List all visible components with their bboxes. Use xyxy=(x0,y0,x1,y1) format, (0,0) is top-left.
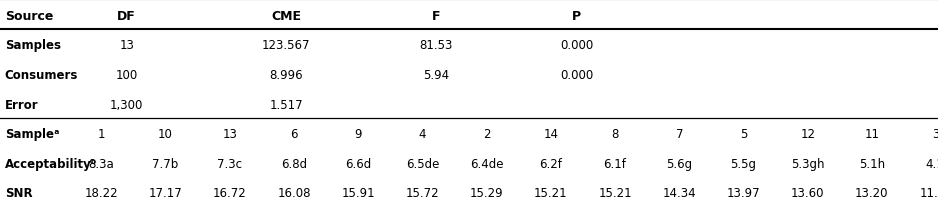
Text: Samples: Samples xyxy=(5,39,61,52)
Text: Sampleᵃ: Sampleᵃ xyxy=(5,128,59,141)
Text: P: P xyxy=(572,10,582,23)
Text: 6.1f: 6.1f xyxy=(603,158,627,171)
Text: 13.20: 13.20 xyxy=(855,187,888,200)
Text: 1,300: 1,300 xyxy=(110,99,144,112)
Text: 16.08: 16.08 xyxy=(278,187,310,200)
Text: 8: 8 xyxy=(612,128,619,141)
Text: 6.8d: 6.8d xyxy=(280,158,307,171)
Text: 14.34: 14.34 xyxy=(662,187,696,200)
Text: 13: 13 xyxy=(119,39,134,52)
Text: CME: CME xyxy=(271,10,301,23)
Text: 10: 10 xyxy=(159,128,173,141)
Text: Acceptabilityᵇ: Acceptabilityᵇ xyxy=(5,158,97,171)
Text: 5.6g: 5.6g xyxy=(666,158,692,171)
Text: 6.4de: 6.4de xyxy=(470,158,504,171)
Text: 0.000: 0.000 xyxy=(560,39,594,52)
Text: 8.996: 8.996 xyxy=(269,69,303,82)
Text: Source: Source xyxy=(5,10,53,23)
Text: 5.5g: 5.5g xyxy=(731,158,756,171)
Text: 4: 4 xyxy=(418,128,426,141)
Text: 6.5de: 6.5de xyxy=(406,158,439,171)
Text: 8.3a: 8.3a xyxy=(88,158,114,171)
Text: 13: 13 xyxy=(222,128,237,141)
Text: 0.000: 0.000 xyxy=(560,69,594,82)
Text: 3: 3 xyxy=(932,128,938,141)
Text: F: F xyxy=(431,10,441,23)
Text: 6.6d: 6.6d xyxy=(345,158,371,171)
Text: 5.1h: 5.1h xyxy=(859,158,885,171)
Text: 81.53: 81.53 xyxy=(419,39,453,52)
Text: 2: 2 xyxy=(483,128,491,141)
Text: 17.17: 17.17 xyxy=(148,187,182,200)
Text: 7.3c: 7.3c xyxy=(218,158,242,171)
Text: 12: 12 xyxy=(800,128,815,141)
Text: 1: 1 xyxy=(98,128,105,141)
Text: 11: 11 xyxy=(865,128,880,141)
Text: 11.34: 11.34 xyxy=(919,187,938,200)
Text: Consumers: Consumers xyxy=(5,69,78,82)
Text: 7: 7 xyxy=(675,128,683,141)
Text: 123.567: 123.567 xyxy=(262,39,310,52)
Text: 5.3gh: 5.3gh xyxy=(791,158,825,171)
Text: 4.1i: 4.1i xyxy=(925,158,938,171)
Text: 15.72: 15.72 xyxy=(405,187,439,200)
Text: 6.2f: 6.2f xyxy=(539,158,562,171)
Text: 5: 5 xyxy=(740,128,748,141)
Text: 9: 9 xyxy=(355,128,362,141)
Text: 15.21: 15.21 xyxy=(534,187,567,200)
Text: 15.91: 15.91 xyxy=(341,187,375,200)
Text: SNR: SNR xyxy=(5,187,32,200)
Text: 13.97: 13.97 xyxy=(727,187,761,200)
Text: 100: 100 xyxy=(115,69,138,82)
Text: 14: 14 xyxy=(543,128,558,141)
Text: 13.60: 13.60 xyxy=(791,187,825,200)
Text: 16.72: 16.72 xyxy=(213,187,247,200)
Text: 5.94: 5.94 xyxy=(423,69,449,82)
Text: 15.21: 15.21 xyxy=(598,187,632,200)
Text: DF: DF xyxy=(117,10,136,23)
Text: 15.29: 15.29 xyxy=(470,187,504,200)
Text: Error: Error xyxy=(5,99,38,112)
Text: 18.22: 18.22 xyxy=(84,187,118,200)
Text: 1.517: 1.517 xyxy=(269,99,303,112)
Text: 7.7b: 7.7b xyxy=(152,158,178,171)
Text: 6: 6 xyxy=(290,128,297,141)
